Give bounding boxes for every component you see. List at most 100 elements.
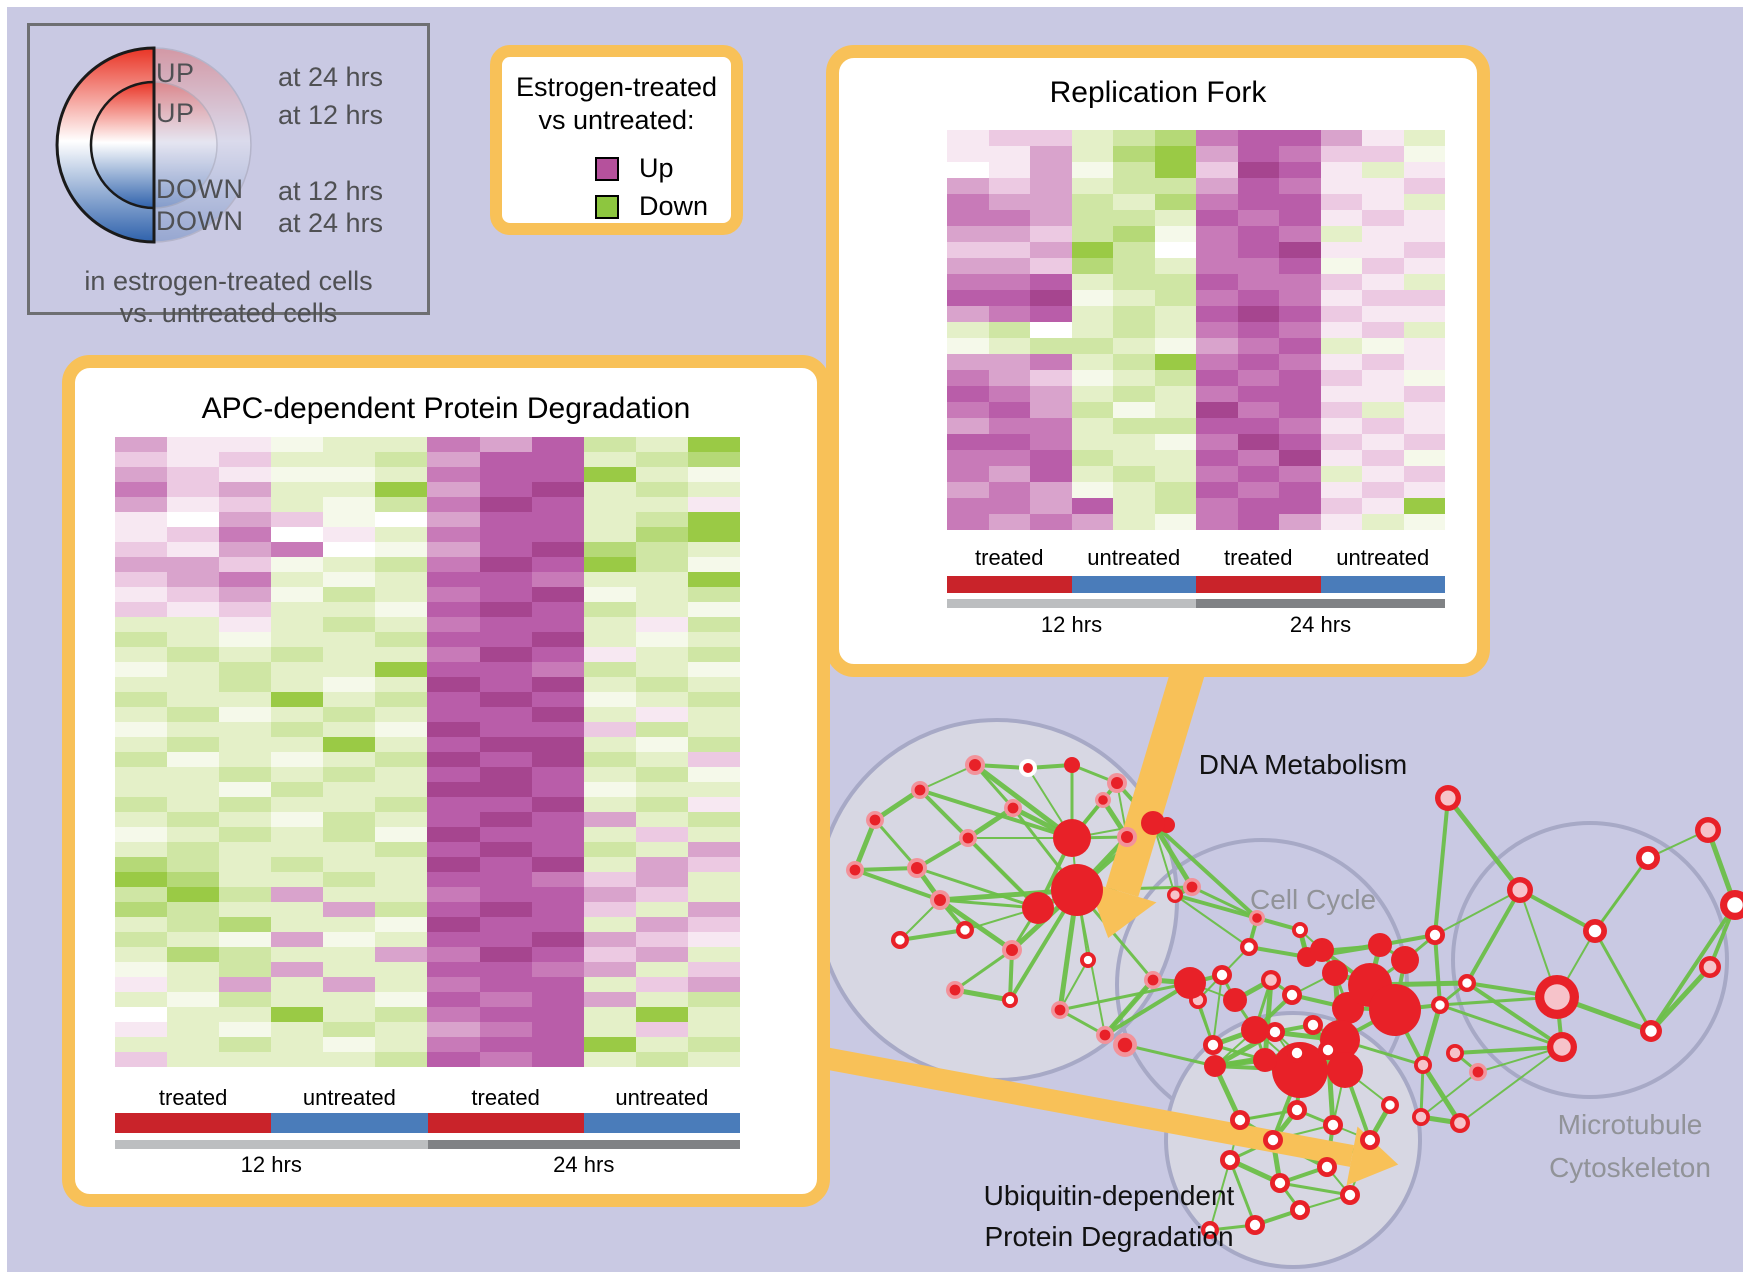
gene-node <box>1469 1063 1487 1081</box>
gene-node <box>956 921 974 939</box>
apc-heatmap <box>115 437 740 1067</box>
cluster-label-microtubule: Microtubule Cytoskeleton <box>1549 1103 1711 1189</box>
network-edge <box>1459 1046 1563 1124</box>
gene-node <box>1004 799 1022 817</box>
gene-node <box>1167 887 1183 903</box>
network-edge <box>1465 981 1564 1049</box>
network-edge <box>1279 1181 1351 1197</box>
cluster-label-microtubule-line2: Cytoskeleton <box>1549 1152 1711 1183</box>
network-edge <box>973 763 1074 840</box>
condition-bar-segment <box>583 1113 740 1133</box>
time-bar-segment <box>947 599 1196 608</box>
network-edge <box>1150 821 1195 889</box>
gene-node <box>1183 878 1201 896</box>
gene-node <box>1340 1185 1360 1205</box>
network-edge <box>916 866 1039 910</box>
network-edge <box>1151 821 1259 920</box>
gene-node <box>1002 992 1018 1008</box>
gene-node <box>1201 1221 1219 1239</box>
network-edge <box>1439 1003 1563 1049</box>
time-label: 12 hrs <box>1040 612 1103 637</box>
gene-node <box>1282 985 1302 1005</box>
time-label: 12 hrs <box>240 1152 302 1177</box>
network-edge <box>1059 959 1089 1011</box>
concentric-scale-icon <box>55 46 252 244</box>
gene-node <box>1212 965 1232 985</box>
condition-label: treated <box>158 1085 228 1110</box>
network-edge <box>873 787 922 823</box>
gene-node <box>1064 757 1080 773</box>
legend-item-up: Up <box>595 153 674 184</box>
scale-row3-time: at 12 hrs <box>278 176 384 206</box>
replication-fork-heatmap <box>947 130 1445 530</box>
gene-node <box>946 981 964 999</box>
gene-node <box>1141 811 1165 835</box>
gene-node <box>1583 919 1607 943</box>
down-label: Down <box>639 191 709 221</box>
apc-condition-labels: treated untreated treated untreated <box>115 1085 740 1111</box>
apc-time-bar <box>115 1140 740 1149</box>
gene-node <box>1022 892 1054 924</box>
apc-condition-bar <box>115 1113 740 1133</box>
apc-time-labels: 12 hrs 24 hrs <box>115 1152 740 1178</box>
gene-network-graph <box>815 650 1743 1269</box>
scale-row4-time: at 24 hrs <box>278 208 384 238</box>
gene-node <box>1636 846 1660 870</box>
gene-node <box>1272 1042 1328 1098</box>
gene-node <box>1253 1048 1277 1072</box>
up-color-swatch <box>595 156 619 181</box>
gene-node <box>1287 1100 1307 1120</box>
condition-label: untreated <box>1336 545 1430 570</box>
network-edge <box>1174 893 1258 920</box>
scale-row1-time: at 24 hrs <box>278 62 384 92</box>
scale-row3-dir: DOWN <box>156 174 244 204</box>
condition-bar-segment <box>1320 576 1445 593</box>
network-edge <box>1433 934 1442 1006</box>
gene-node <box>1107 773 1127 793</box>
replication-fork-panel: Replication Fork treated untreated treated… <box>826 45 1490 677</box>
condition-label: untreated <box>302 1085 396 1110</box>
condition-bar-segment <box>271 1113 428 1133</box>
gene-node <box>1261 970 1281 990</box>
gene-node <box>1241 1016 1269 1044</box>
condition-bar-segment <box>115 1113 272 1133</box>
network-edge <box>1649 903 1737 1033</box>
network-edge <box>1519 888 1596 933</box>
gene-node <box>1507 877 1533 903</box>
annotation-arrow-head <box>1346 1126 1399 1186</box>
gene-node <box>1369 984 1421 1036</box>
rf-time-labels: 12 hrs 24 hrs <box>947 612 1445 638</box>
network-edge <box>938 897 1014 953</box>
network-edge <box>899 928 966 942</box>
gene-node <box>1414 1056 1432 1074</box>
network-edge <box>1191 885 1258 920</box>
gene-node <box>846 861 864 879</box>
gene-node <box>1240 938 1258 956</box>
network-edge <box>966 805 1015 841</box>
network-edge <box>1209 1159 1231 1231</box>
scale-row2-dir: UP <box>156 98 195 128</box>
gene-node <box>1113 1033 1137 1057</box>
gene-node <box>911 781 929 799</box>
gene-node <box>866 811 884 829</box>
cluster-circle-microtubule <box>1451 821 1729 1099</box>
time-bar-segment <box>427 1140 740 1149</box>
gene-node <box>1002 940 1022 960</box>
gene-node <box>1431 996 1449 1014</box>
network-edge <box>1420 1071 1479 1118</box>
gene-node <box>1450 1113 1470 1133</box>
replication-fork-title: Replication Fork <box>1049 76 1267 109</box>
gene-node <box>1640 1020 1662 1042</box>
gene-node <box>1249 910 1265 926</box>
network-edge <box>1649 965 1712 1033</box>
network-edge <box>1420 1004 1443 1066</box>
gene-node <box>1265 1022 1285 1042</box>
condition-bar-segment <box>1071 576 1196 593</box>
network-edge <box>1594 857 1649 932</box>
condition-bar-segment <box>947 576 1072 593</box>
gene-node <box>1144 971 1162 989</box>
gene-node <box>891 931 909 949</box>
cluster-label-ubiquitin: Ubiquitin-dependent Protein Degradation <box>984 1175 1235 1257</box>
rf-condition-bar <box>947 576 1445 593</box>
